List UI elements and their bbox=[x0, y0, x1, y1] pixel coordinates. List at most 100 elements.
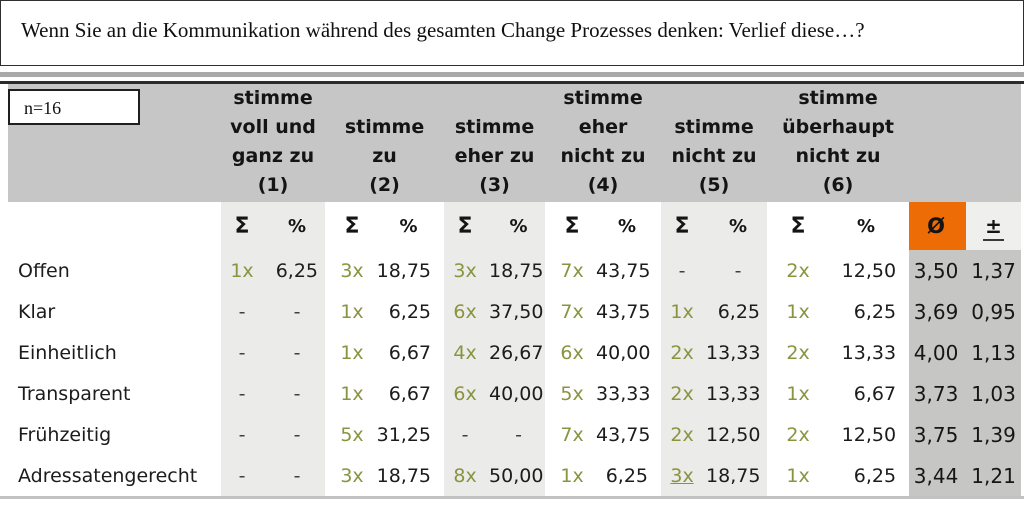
percent-cell: 6,67 bbox=[376, 332, 442, 373]
deviation-cell: 1,03 bbox=[966, 373, 1022, 414]
count-value: 2x bbox=[670, 382, 694, 405]
count-cell: 1x bbox=[548, 455, 597, 496]
count-cell: 3x bbox=[441, 250, 490, 291]
count-value: - bbox=[238, 423, 246, 446]
count-cell: 1x bbox=[328, 373, 377, 414]
count-value: 1x bbox=[340, 382, 364, 405]
row-label: Offen bbox=[8, 250, 218, 291]
count-value: 3x bbox=[340, 259, 364, 282]
count-value: 7x bbox=[560, 300, 584, 323]
results-table-wrapper: stimme voll und ganz zu (1) stimme zu (2… bbox=[8, 84, 1022, 496]
count-value: - bbox=[238, 382, 246, 405]
count-cell: 7x bbox=[548, 414, 597, 455]
count-value: 5x bbox=[560, 382, 584, 405]
percent-header: % bbox=[596, 202, 659, 250]
percent-cell: 40,00 bbox=[596, 332, 659, 373]
deviation-cell: 1,21 bbox=[966, 455, 1022, 496]
answer-options-header-row: stimme voll und ganz zu (1) stimme zu (2… bbox=[8, 84, 1022, 202]
percent-header: % bbox=[266, 202, 329, 250]
table-row: Einheitlich - -1x 6,67 4x 26,67 6x 40,00 2x 13,33… bbox=[8, 332, 1022, 373]
count-value: - bbox=[238, 464, 246, 487]
percent-header: % bbox=[489, 202, 549, 250]
percent-header: % bbox=[376, 202, 442, 250]
count-cell: 1x bbox=[218, 250, 266, 291]
count-cell: 6x bbox=[548, 332, 597, 373]
percent-cell: - bbox=[266, 291, 329, 332]
title-divider bbox=[0, 72, 1024, 77]
percent-cell: 31,25 bbox=[376, 414, 442, 455]
sum-header: Σ bbox=[770, 202, 827, 250]
sum-header: Σ bbox=[218, 202, 266, 250]
table-row: Adressatengerecht - -3x 18,75 8x 50,00 1x 6,25 3… bbox=[8, 455, 1022, 496]
deviation-cell: 1,39 bbox=[966, 414, 1022, 455]
percent-cell: 40,00 bbox=[489, 373, 549, 414]
count-value: - bbox=[238, 300, 246, 323]
count-cell: 1x bbox=[770, 373, 827, 414]
percent-header: % bbox=[826, 202, 907, 250]
count-cell: 6x bbox=[441, 291, 490, 332]
count-value: 8x bbox=[453, 464, 477, 487]
count-value: 2x bbox=[786, 259, 810, 282]
percent-cell: 6,67 bbox=[376, 373, 442, 414]
percent-cell: - bbox=[266, 455, 329, 496]
count-cell: 3x bbox=[328, 250, 377, 291]
count-value: 1x bbox=[786, 464, 810, 487]
count-cell: 7x bbox=[548, 291, 597, 332]
deviation-cell: 1,37 bbox=[966, 250, 1022, 291]
count-cell: 1x bbox=[770, 291, 827, 332]
count-value: 6x bbox=[453, 300, 477, 323]
count-value: 2x bbox=[786, 423, 810, 446]
count-value: 3x bbox=[453, 259, 477, 282]
answer-option-header-1: stimme voll und ganz zu (1) bbox=[218, 84, 329, 202]
percent-cell: 33,33 bbox=[596, 373, 659, 414]
count-cell: - bbox=[441, 414, 490, 455]
count-value: - bbox=[678, 259, 686, 282]
count-value: 7x bbox=[560, 259, 584, 282]
percent-cell: 6,25 bbox=[706, 291, 771, 332]
percent-cell: 43,75 bbox=[596, 291, 659, 332]
count-value: 2x bbox=[670, 423, 694, 446]
answer-option-header-2: stimme zu (2) bbox=[328, 84, 442, 202]
percent-cell: 6,25 bbox=[376, 291, 442, 332]
count-value: - bbox=[461, 423, 469, 446]
count-cell: 5x bbox=[548, 373, 597, 414]
percent-cell: 6,67 bbox=[826, 373, 907, 414]
count-value: 7x bbox=[560, 423, 584, 446]
percent-cell: - bbox=[266, 373, 329, 414]
deviation-header: ± bbox=[966, 202, 1022, 250]
count-value: 1x bbox=[786, 382, 810, 405]
table-top-border bbox=[0, 81, 1024, 84]
percent-cell: 6,25 bbox=[266, 250, 329, 291]
percent-cell: 12,50 bbox=[706, 414, 771, 455]
count-cell: - bbox=[658, 250, 707, 291]
row-label: Einheitlich bbox=[8, 332, 218, 373]
mean-cell: 3,50 bbox=[906, 250, 967, 291]
table-row: Offen 1x 6,25 3x 18,75 3x 18,75 7x 43,75- -2x 12,5… bbox=[8, 250, 1022, 291]
answer-option-header-4: stimme eher nicht zu (4) bbox=[548, 84, 659, 202]
count-cell: 3x bbox=[328, 455, 377, 496]
table-row: Klar - -1x 6,25 6x 37,50 7x 43,75 1x 6,25 1x 6,25 3,… bbox=[8, 291, 1022, 332]
percent-cell: 6,25 bbox=[826, 291, 907, 332]
count-value: 1x bbox=[340, 341, 364, 364]
count-value: 3x bbox=[670, 464, 694, 487]
count-cell: 6x bbox=[441, 373, 490, 414]
percent-cell: 37,50 bbox=[489, 291, 549, 332]
deviation-cell: 1,13 bbox=[966, 332, 1022, 373]
count-value: 1x bbox=[340, 300, 364, 323]
row-label: Transparent bbox=[8, 373, 218, 414]
table-row: Frühzeitig - -5x 31,25- -7x 43,75 2x 12,50 2x 12,… bbox=[8, 414, 1022, 455]
mean-cell: 3,73 bbox=[906, 373, 967, 414]
count-cell: 3x bbox=[658, 455, 707, 496]
answer-option-header-5: stimme nicht zu (5) bbox=[658, 84, 771, 202]
sample-size-box: n=16 bbox=[8, 89, 140, 125]
count-cell: - bbox=[218, 291, 266, 332]
deviation-cell: 0,95 bbox=[966, 291, 1022, 332]
count-value: 6x bbox=[453, 382, 477, 405]
mean-cell: 3,44 bbox=[906, 455, 967, 496]
percent-cell: 18,75 bbox=[706, 455, 771, 496]
count-value: 1x bbox=[230, 259, 254, 282]
count-value: 4x bbox=[453, 341, 477, 364]
percent-cell: 18,75 bbox=[376, 250, 442, 291]
count-cell: 1x bbox=[770, 455, 827, 496]
count-cell: 7x bbox=[548, 250, 597, 291]
